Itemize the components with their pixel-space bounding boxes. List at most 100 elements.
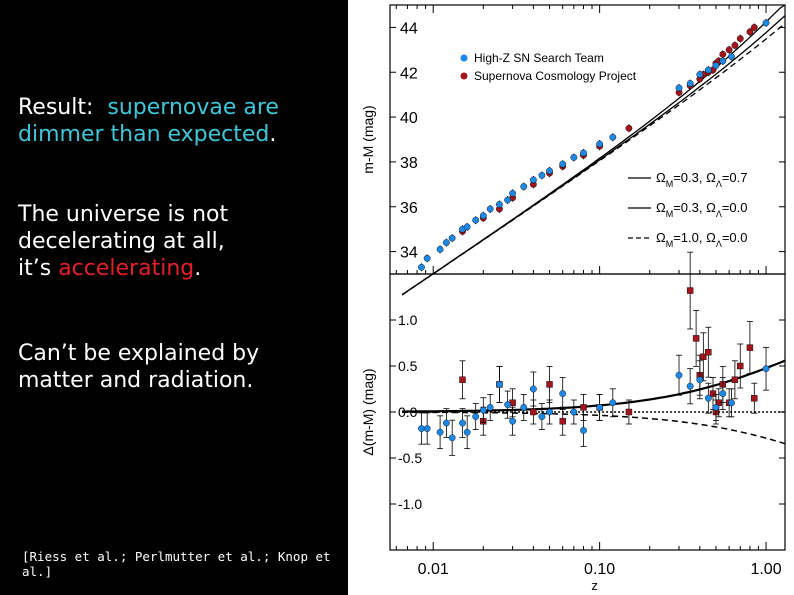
top-data-point (538, 171, 546, 179)
top-data-point (719, 57, 727, 65)
bottom-data-point (700, 353, 707, 360)
top-data-point (504, 196, 512, 204)
bottom-data-point (496, 380, 503, 388)
result-prefix: Result: (18, 95, 94, 120)
xlabel: z (591, 578, 598, 593)
bottom-data-point (459, 376, 466, 383)
bottom-data-point (546, 408, 553, 416)
bottom-data-point (529, 385, 537, 393)
text-panel: Result: supernovae are dimmer than expec… (0, 0, 348, 595)
bottom-data-point (520, 403, 528, 411)
bottom-data-point (762, 365, 770, 373)
top-ylabel: m-M (mag) (360, 105, 376, 173)
xtick-label: 0.10 (584, 561, 615, 578)
top-data-point (704, 66, 712, 74)
top-data-point (580, 149, 587, 157)
bottom-data-point (559, 390, 567, 397)
bottom-data-point (719, 390, 727, 397)
bottom-data-point (675, 371, 683, 379)
bottom-model-curve (402, 411, 786, 445)
bottom-data-point (686, 287, 694, 294)
bottom-data-point (580, 426, 587, 434)
universe-suffix: . (194, 256, 202, 281)
bottom-data-point (423, 425, 431, 432)
bottom-data-point (472, 413, 480, 420)
bottom-data-point (686, 382, 694, 390)
bottom-data-point (746, 344, 754, 351)
bottom-data-point (418, 425, 425, 432)
top-data-point (750, 24, 758, 31)
bottom-data-point (704, 394, 712, 402)
result-suffix: . (269, 122, 277, 147)
top-data-point (725, 46, 733, 54)
top-data-point (719, 50, 727, 58)
top-data-point (625, 124, 633, 132)
top-ytick-label: 40 (400, 110, 418, 127)
top-data-point (675, 84, 683, 92)
bottom-data-point (559, 418, 566, 425)
citation: [Riess et al.; Perlmutter et al.; Knop e… (22, 549, 331, 579)
bottom-data-point (596, 403, 604, 411)
top-data-point (762, 19, 770, 27)
top-data-point (559, 160, 567, 168)
model-legend-label: ΩM=1.0, ΩΛ=0.0 (656, 230, 748, 249)
universe-line2: decelerating at all, (18, 229, 225, 254)
bottom-data-point (538, 413, 546, 420)
bottom-data-point (580, 404, 587, 411)
top-data-point (596, 140, 604, 148)
universe-text: The universe is not decelerating at all,… (18, 201, 228, 282)
bottom-data-point (705, 349, 712, 356)
legend-marker (460, 72, 468, 80)
top-ytick-label: 36 (400, 200, 418, 217)
bottom-ytick-label: 0.5 (398, 358, 418, 374)
explain-line2: matter and radiation. (18, 368, 254, 393)
top-ytick-label: 44 (400, 20, 418, 37)
bottom-data-point (442, 419, 450, 427)
top-data-point (479, 212, 487, 220)
top-data-point (448, 234, 456, 242)
top-model-curve (401, 22, 786, 296)
legend-label: High-Z SN Search Team (474, 51, 604, 65)
top-data-point (728, 53, 735, 60)
bottom-data-point (728, 399, 735, 407)
bottom-data-point (712, 403, 720, 411)
top-ytick-label: 38 (400, 155, 418, 172)
top-data-point (442, 239, 450, 247)
bottom-data-point (737, 362, 744, 370)
top-data-point (472, 216, 480, 224)
top-data-point (731, 41, 739, 49)
legend-label: Supernova Cosmology Project (474, 69, 637, 83)
model-legend-label: ΩM=0.3, ΩΛ=0.7 (656, 170, 748, 189)
explain-text: Can’t be explained by matter and radiati… (18, 340, 259, 394)
bottom-ylabel: Δ(m-M) (mag) (360, 368, 376, 455)
top-ytick-label: 42 (400, 65, 418, 82)
top-data-point (418, 263, 425, 271)
top-data-point (486, 205, 494, 213)
result-highlight: supernovae are dimmer than expected (18, 95, 279, 147)
bottom-data-point (530, 408, 537, 416)
bottom-data-point (751, 395, 758, 402)
bottom-data-point (486, 403, 494, 411)
model-legend-label: ΩM=0.3, ΩΛ=0.0 (656, 200, 748, 219)
xtick-label: 1.00 (750, 561, 781, 578)
top-data-point (712, 62, 720, 69)
bottom-data-point (479, 406, 487, 414)
top-data-point (496, 201, 503, 208)
top-data-point (696, 71, 704, 78)
chart-svg: m-M (mag) Δ(m-M) (mag) 34 36 38 40 42 44 -1.0 -0.… (360, 4, 786, 593)
universe-prefix: it’s (18, 256, 52, 281)
bottom-data-point (731, 376, 739, 383)
top-data-point (423, 254, 431, 262)
bottom-data-point (709, 390, 717, 397)
top-ytick-label: 34 (400, 245, 418, 262)
bottom-data-point (463, 428, 471, 436)
bottom-ytick-label: 1.0 (398, 312, 418, 328)
bottom-data-point (546, 381, 553, 388)
bottom-ytick-label: -0.5 (398, 450, 422, 466)
top-data-point (746, 28, 754, 36)
legend-marker (460, 54, 468, 62)
top-data-point (520, 183, 528, 190)
bottom-data-point (448, 434, 456, 442)
top-data-point (436, 245, 444, 253)
bottom-data-point (570, 408, 578, 416)
